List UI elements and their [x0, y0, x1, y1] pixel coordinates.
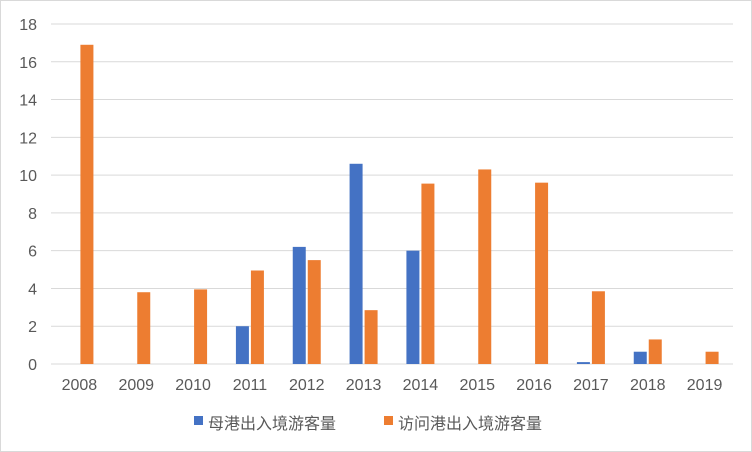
y-tick-label: 0: [28, 357, 37, 374]
bar-series-2-2016: [535, 182, 549, 364]
x-tick-label: 2008: [62, 377, 98, 394]
x-tick-label: 2018: [630, 377, 666, 394]
bar-series-2-2010: [194, 289, 208, 364]
y-tick-label: 18: [19, 17, 37, 34]
y-tick-label: 4: [28, 281, 37, 298]
legend-label-series-1: 母港出入境游客量: [208, 414, 336, 433]
x-tick-label: 2016: [516, 377, 552, 394]
x-tick-label: 2019: [687, 377, 723, 394]
gridlines: [51, 23, 733, 365]
y-tick-label: 8: [28, 206, 37, 223]
bar-series-2-2015: [478, 169, 492, 364]
bar-series-2-2017: [591, 291, 605, 364]
bar-series-2-2014: [421, 183, 435, 364]
x-tick-label: 2017: [573, 377, 609, 394]
x-axis: 2008 2009 2010 2011 2012 2013 2014 2015 2016 2017…: [62, 377, 723, 394]
bar-series-1-2012: [292, 246, 306, 364]
bar-series-1-2014: [406, 250, 420, 364]
bar-series-2-2018: [648, 339, 662, 364]
y-tick-label: 6: [28, 244, 37, 261]
bar-series-2-2011: [250, 270, 264, 364]
x-tick-label: 2013: [346, 377, 382, 394]
bar-series-1-2013: [349, 163, 363, 364]
y-tick-label: 12: [19, 130, 37, 147]
bars: [80, 44, 719, 365]
y-tick-label: 2: [28, 319, 37, 336]
y-tick-label: 16: [19, 55, 37, 72]
legend: 母港出入境游客量 访问港出入境游客量: [194, 414, 542, 433]
x-tick-label: 2012: [289, 377, 325, 394]
x-tick-label: 2014: [403, 377, 439, 394]
bar-series-2-2019: [705, 351, 719, 364]
legend-swatch-series-2: [384, 416, 393, 425]
y-tick-label: 14: [19, 93, 37, 110]
bar-series-2-2008: [80, 44, 94, 365]
bar-series-2-2012: [307, 260, 321, 364]
bar-series-1-2017: [576, 362, 590, 364]
legend-swatch-series-1: [194, 416, 203, 425]
x-tick-label: 2015: [459, 377, 495, 394]
y-tick-label: 10: [19, 168, 37, 185]
bar-series-1-2011: [235, 326, 249, 364]
x-tick-label: 2011: [233, 377, 268, 394]
x-tick-label: 2010: [175, 377, 211, 394]
bar-series-2-2009: [137, 292, 151, 364]
bar-series-1-2018: [633, 351, 647, 364]
y-axis: 0 2 4 6 8 10 12 14 16 18: [19, 17, 37, 374]
bar-series-2-2013: [364, 310, 378, 364]
x-tick-label: 2009: [118, 377, 154, 394]
legend-label-series-2: 访问港出入境游客量: [398, 414, 542, 433]
